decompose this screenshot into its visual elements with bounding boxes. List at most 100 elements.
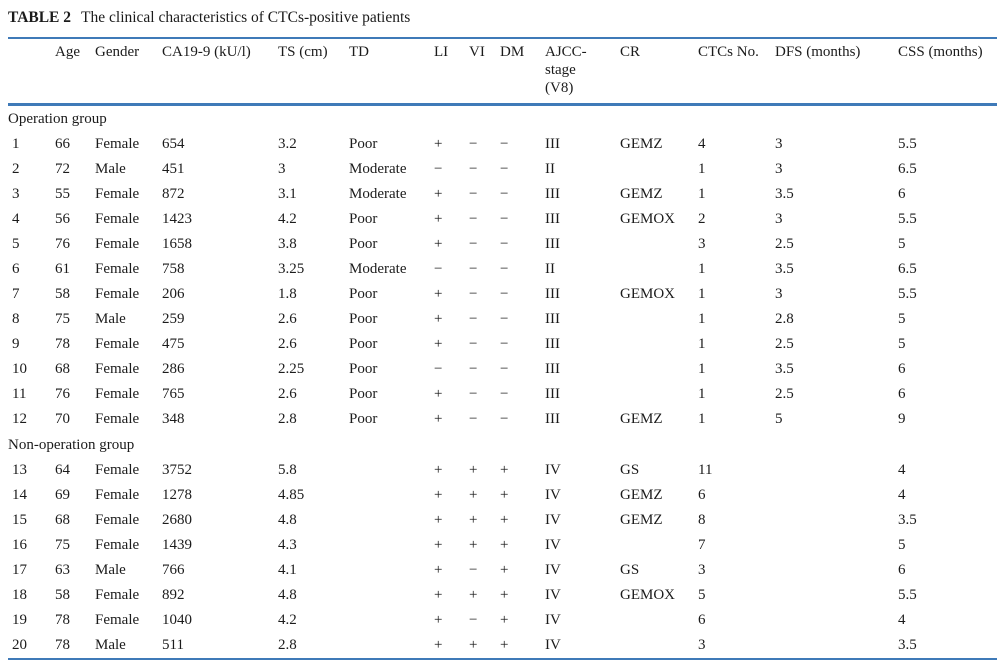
cell-ts: 2.25 [278, 361, 305, 377]
cell-ajcc-stage: IV [545, 587, 561, 603]
cell-num: 8 [12, 311, 20, 327]
cell-cr [618, 257, 696, 282]
cell-vi: + [469, 462, 478, 478]
cell-dm: + [500, 637, 509, 653]
cell-num: 20 [12, 637, 27, 653]
table-row: 5 76 Female 1658 3.8 Poor + − − III 3 2.5 5 [8, 232, 997, 257]
cell-gender: Male [95, 311, 126, 327]
cell-ctcs-no: 3 [698, 637, 706, 653]
cell-ca19-9: 511 [162, 637, 184, 653]
cell-age: 72 [55, 161, 70, 177]
cell-ajcc-stage: II [545, 161, 555, 177]
cell-ca19-9: 3752 [162, 462, 192, 478]
cell-ajcc-stage: II [545, 261, 555, 277]
cell-age: 69 [55, 487, 70, 503]
cell-li: + [434, 562, 443, 578]
cell-ctcs-no: 1 [698, 336, 706, 352]
cell-ts: 3 [278, 161, 286, 177]
cell-ajcc-stage: IV [545, 637, 561, 653]
cell-li: + [434, 537, 443, 553]
cell-ajcc-stage: III [545, 211, 560, 227]
cell-num: 10 [12, 361, 27, 377]
cell-cr: GEMZ [620, 512, 663, 528]
cell-css: 3.5 [898, 512, 917, 528]
cell-ts: 4.8 [278, 587, 297, 603]
cell-cr [618, 533, 696, 558]
cell-gender: Female [95, 236, 140, 252]
cell-td [347, 533, 432, 558]
cell-css: 5 [898, 537, 906, 553]
cell-vi: − [469, 136, 478, 152]
cell-css: 5.5 [898, 136, 917, 152]
cell-age: 75 [55, 537, 70, 553]
cell-ts: 2.8 [278, 411, 297, 427]
cell-css: 4 [898, 462, 906, 478]
cell-cr: GEMOX [620, 286, 675, 302]
cell-num: 2 [12, 161, 20, 177]
cell-dfs [773, 483, 896, 508]
column-header-age: Age [55, 44, 80, 60]
column-header-ctcs-no: CTCs No. [698, 44, 759, 60]
cell-dm: − [500, 411, 509, 427]
cell-ajcc-stage: IV [545, 562, 561, 578]
cell-gender: Female [95, 136, 140, 152]
cell-ca19-9: 654 [162, 136, 185, 152]
cell-td: Poor [349, 336, 378, 352]
table-body: Operation group 1 66 Female 654 3.2 Poor + − − III… [8, 105, 997, 660]
column-header-vi: VI [469, 44, 485, 60]
cell-ts: 4.2 [278, 211, 297, 227]
table-2-panel: TABLE 2 The clinical characteristics of C… [8, 6, 997, 660]
cell-td [347, 608, 432, 633]
cell-css: 4 [898, 487, 906, 503]
cell-gender: Female [95, 186, 140, 202]
cell-ajcc-stage: IV [545, 537, 561, 553]
cell-gender: Female [95, 361, 140, 377]
cell-age: 78 [55, 612, 70, 628]
cell-age: 56 [55, 211, 70, 227]
cell-dm: − [500, 336, 509, 352]
table-row: 15 68 Female 2680 4.8 + + + IV GEMZ 8 3.5 [8, 508, 997, 533]
cell-td: Poor [349, 411, 378, 427]
column-header-dm: DM [500, 44, 525, 60]
cell-ca19-9: 451 [162, 161, 185, 177]
cell-age: 63 [55, 562, 70, 578]
table-caption: TABLE 2 The clinical characteristics of C… [8, 8, 997, 28]
cell-num: 12 [12, 411, 27, 427]
cell-age: 58 [55, 286, 70, 302]
cell-ca19-9: 1040 [162, 612, 192, 628]
cell-ctcs-no: 1 [698, 411, 706, 427]
cell-vi: − [469, 411, 478, 427]
cell-css: 6 [898, 361, 906, 377]
cell-td [347, 483, 432, 508]
cell-cr [618, 633, 696, 659]
cell-dm: + [500, 537, 509, 553]
cell-dfs: 3 [775, 161, 783, 177]
cell-td: Poor [349, 361, 378, 377]
table-row: 18 58 Female 892 4.8 + + + IV GEMOX 5 5.5 [8, 583, 997, 608]
cell-gender: Female [95, 587, 140, 603]
cell-ctcs-no: 1 [698, 361, 706, 377]
cell-ts: 5.8 [278, 462, 297, 478]
cell-dfs: 3 [775, 286, 783, 302]
cell-dm: + [500, 562, 509, 578]
group-row: Operation group [8, 105, 997, 133]
cell-gender: Female [95, 462, 140, 478]
cell-ts: 2.6 [278, 386, 297, 402]
cell-cr: GEMZ [620, 186, 663, 202]
cell-ca19-9: 1278 [162, 487, 192, 503]
cell-ctcs-no: 11 [698, 462, 713, 478]
cell-gender: Male [95, 637, 126, 653]
cell-vi: − [469, 386, 478, 402]
cell-ca19-9: 872 [162, 186, 185, 202]
column-header-ajcc-stage: AJCC- stage (V8) [545, 44, 587, 96]
cell-dfs [773, 558, 896, 583]
table-row: 7 58 Female 206 1.8 Poor + − − III GEMOX 1 3 5.5 [8, 282, 997, 307]
cell-ajcc-stage: III [545, 361, 560, 377]
cell-td: Moderate [349, 186, 407, 202]
cell-li: + [434, 186, 443, 202]
clinical-characteristics-table: Age Gender CA19-9 (kU/l) TS (cm) TD LI VI DM AJC… [8, 37, 997, 660]
cell-num: 9 [12, 336, 20, 352]
cell-li: + [434, 411, 443, 427]
cell-dfs: 3 [775, 211, 783, 227]
cell-vi: − [469, 562, 478, 578]
